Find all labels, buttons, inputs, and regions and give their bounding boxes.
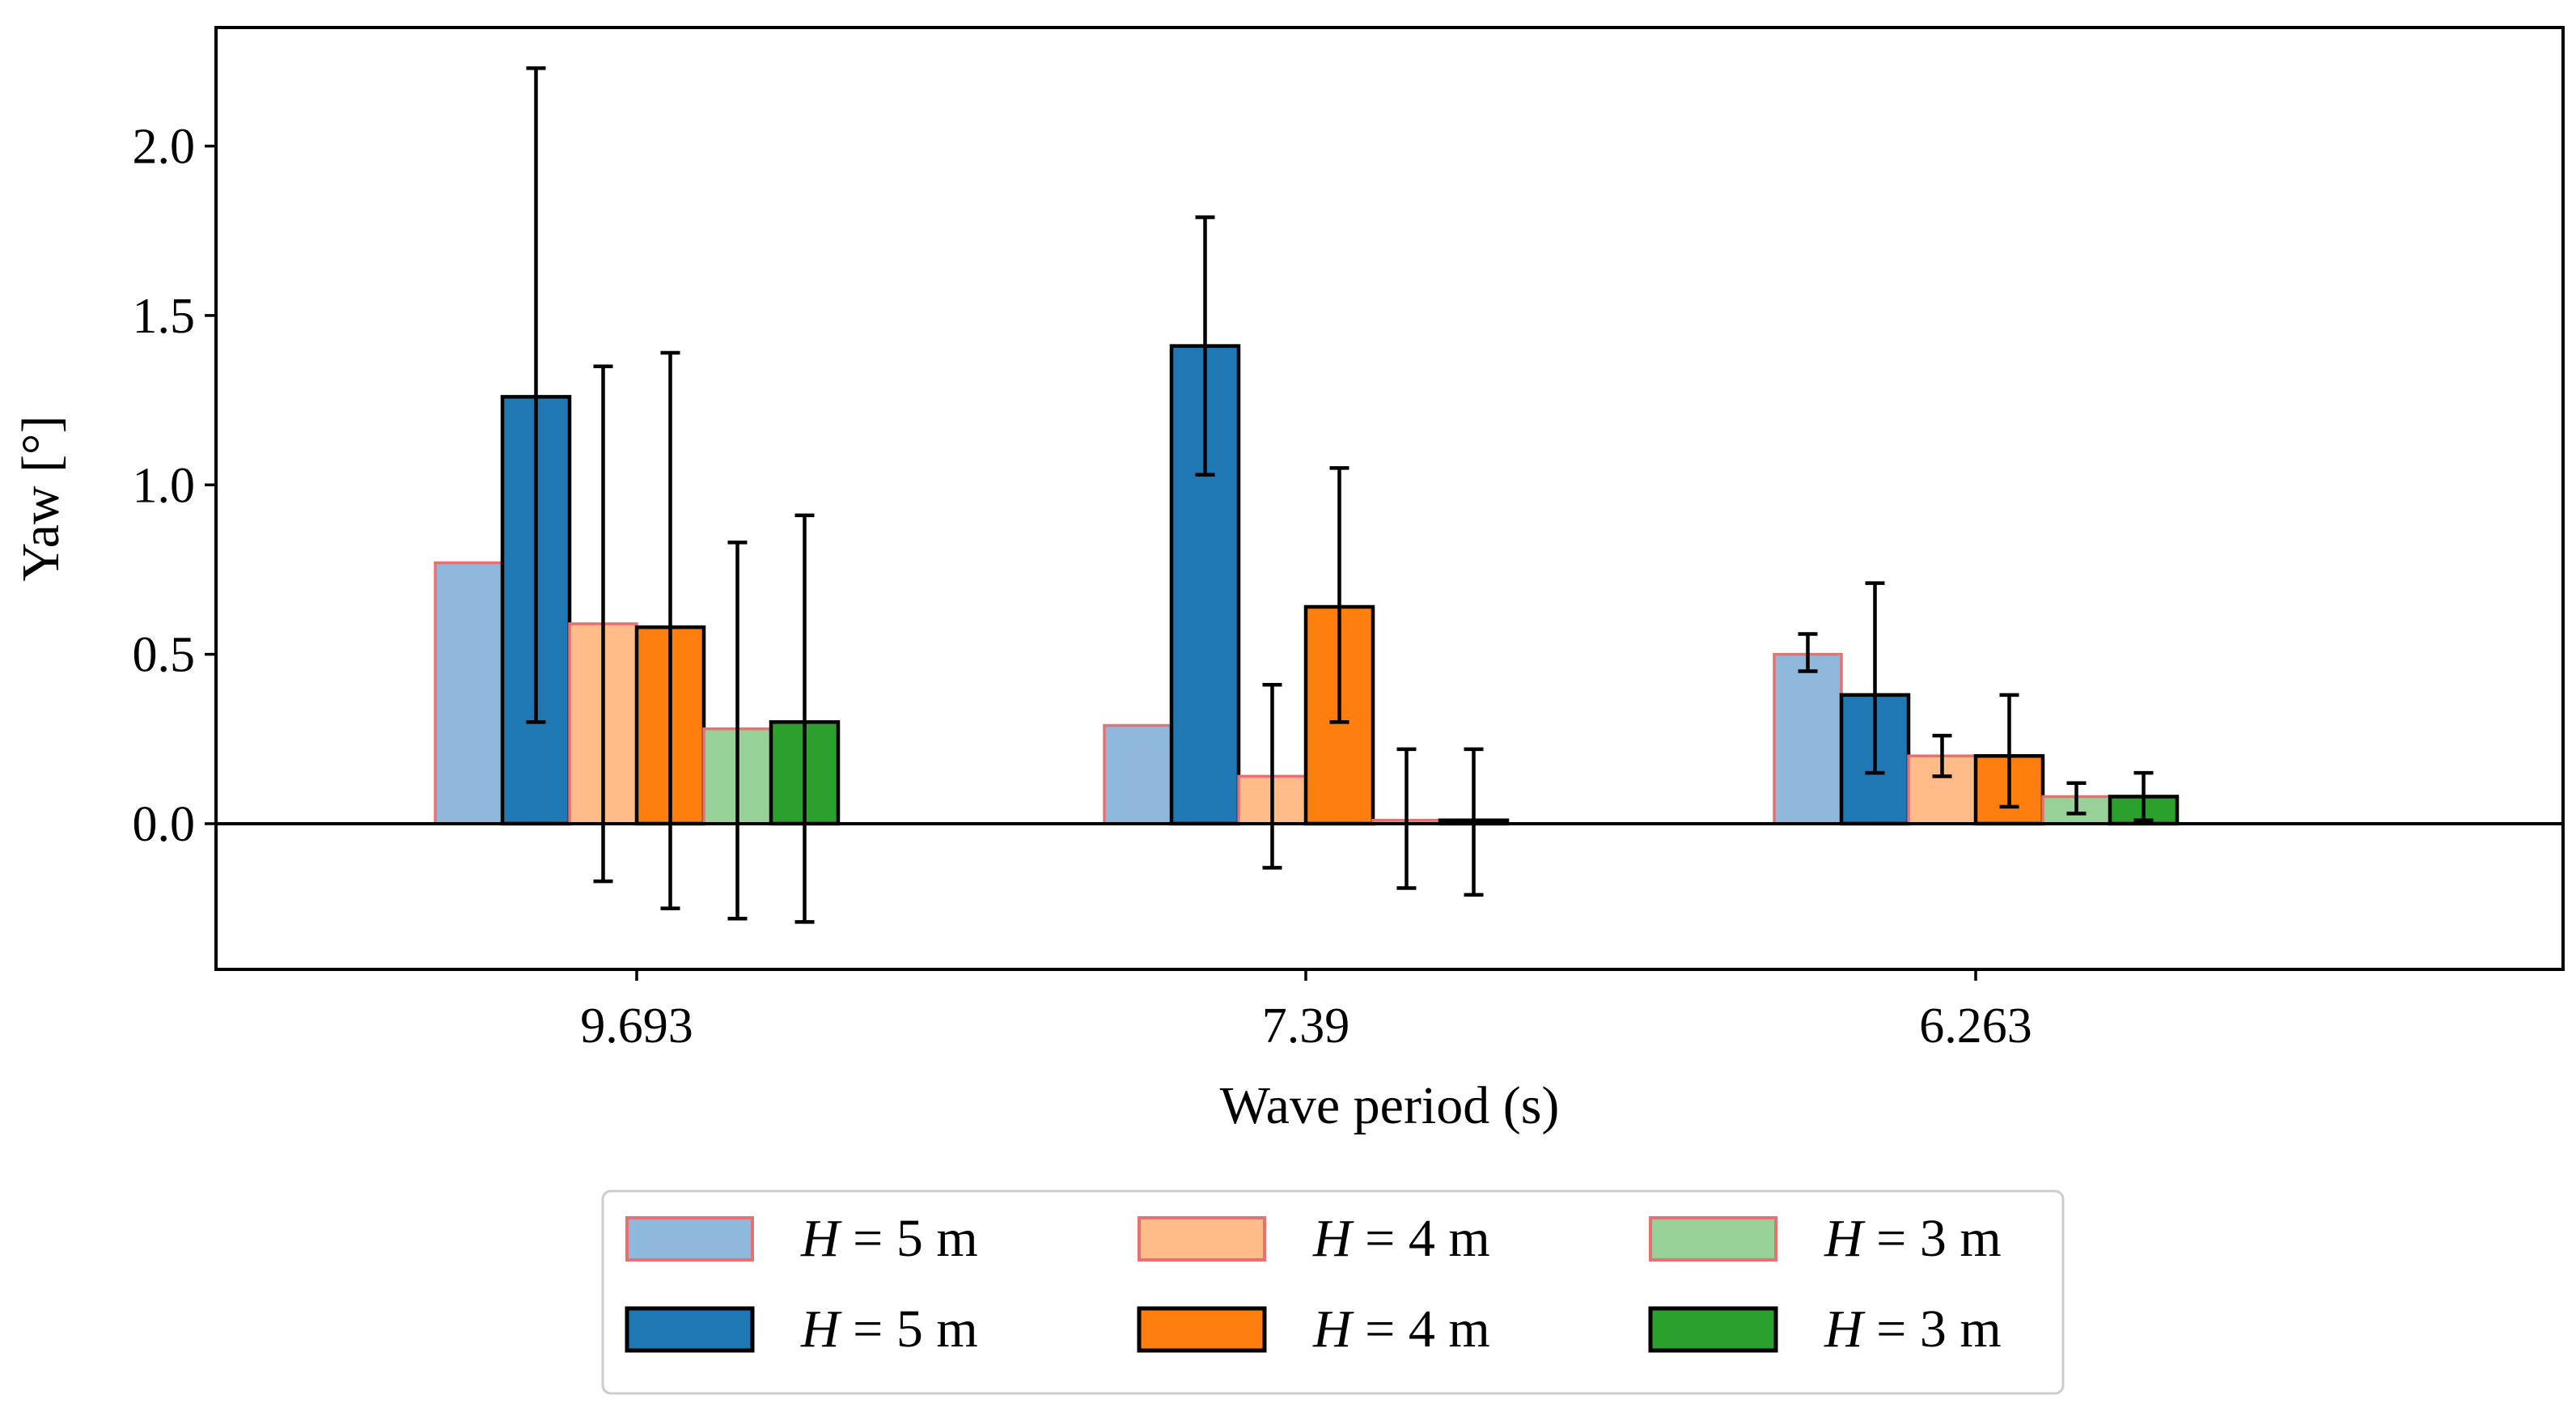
y-axis-label: Yaw [°]	[11, 416, 70, 582]
legend-label-4: H = 3 m	[1824, 1209, 2002, 1268]
legend-label-var: H	[1312, 1209, 1354, 1268]
legend-swatch-1	[625, 1306, 755, 1353]
legend-label-var: H	[1824, 1209, 1866, 1268]
x-tick-label: 9.693	[580, 999, 693, 1054]
bar-light-0-7.39	[1103, 723, 1173, 825]
legend-label-value: = 5 m	[840, 1209, 978, 1268]
bar-light-0-6.263	[1773, 652, 1843, 825]
legend-label-value: = 3 m	[1863, 1209, 2002, 1268]
legend-label-2: H = 4 m	[1312, 1209, 1490, 1268]
error-bars-layer	[526, 66, 2154, 924]
axes-frame	[214, 26, 2565, 971]
legend-swatch-5	[1648, 1306, 1778, 1353]
legend-label-3: H = 4 m	[1312, 1300, 1490, 1359]
legend-label-var: H	[800, 1209, 842, 1268]
legend-label-var: H	[1824, 1300, 1866, 1359]
bar-light-0-9.693	[434, 561, 504, 825]
legend-label-var: H	[800, 1300, 842, 1359]
legend-label-value: = 4 m	[1352, 1209, 1490, 1268]
legend-label-5: H = 3 m	[1824, 1300, 2002, 1359]
axes-layer: 0.0 0.5 1.0 1.5 2.0 9.693 7.39 6.263 Wave period…	[11, 26, 2565, 1135]
legend-swatch-2	[1138, 1216, 1266, 1261]
x-tick-label: 6.263	[1919, 999, 2032, 1054]
legend-label-var: H	[1312, 1300, 1354, 1359]
y-tick-label: 0.0	[133, 797, 196, 852]
y-tick-label: 1.0	[133, 458, 196, 513]
y-tick-label: 2.0	[133, 120, 196, 175]
y-tick-label: 0.5	[133, 628, 196, 683]
legend-swatch-4	[1649, 1216, 1777, 1261]
x-axis-label: Wave period (s)	[1220, 1076, 1560, 1135]
legend-swatch-3	[1137, 1306, 1267, 1353]
legend-label-value: = 3 m	[1863, 1300, 2002, 1359]
legend-swatch-0	[625, 1216, 754, 1261]
legend-label-value: = 5 m	[840, 1300, 978, 1359]
legend-label-value: = 4 m	[1352, 1300, 1490, 1359]
y-tick-label: 1.5	[133, 289, 196, 344]
legend-label-0: H = 5 m	[800, 1209, 978, 1268]
x-tick-label: 7.39	[1262, 999, 1350, 1054]
legend-label-1: H = 5 m	[800, 1300, 978, 1359]
